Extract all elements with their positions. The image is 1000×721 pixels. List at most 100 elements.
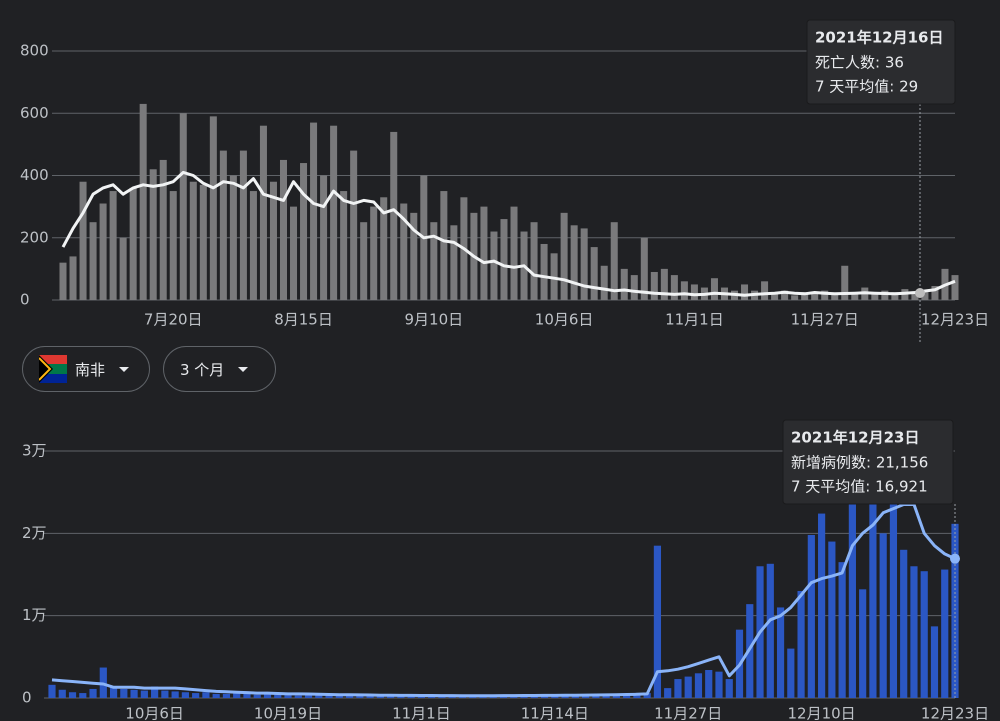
bar	[89, 688, 97, 698]
bar	[859, 589, 867, 698]
bar	[438, 696, 446, 698]
bar	[881, 290, 889, 300]
tooltip-line: 7 天平均值: 29	[815, 78, 918, 96]
x-tick-label: 12月23日	[921, 311, 989, 329]
bar	[179, 113, 187, 300]
bar	[253, 694, 261, 698]
hover-point	[915, 288, 925, 298]
bar	[360, 222, 368, 300]
bar	[274, 694, 282, 698]
bar	[390, 131, 398, 300]
tooltip-line: 7 天平均值: 16,921	[791, 478, 928, 496]
bar	[838, 562, 846, 698]
x-tick-label: 11月27日	[654, 705, 722, 721]
bar	[670, 275, 678, 300]
x-tick-label: 7月20日	[144, 311, 203, 329]
bar	[410, 212, 418, 300]
bar	[450, 225, 458, 300]
range-dropdown[interactable]: 3 个月	[163, 346, 276, 392]
bar	[811, 293, 819, 300]
bar	[930, 626, 939, 698]
bar	[120, 688, 128, 698]
bar	[387, 696, 395, 698]
bar	[848, 500, 856, 698]
bar	[259, 125, 267, 300]
x-tick-label: 11月27日	[791, 311, 859, 329]
y-tick-label: 400	[20, 166, 49, 184]
bar	[831, 293, 839, 300]
bar	[222, 693, 231, 698]
bar	[171, 691, 179, 698]
bar	[79, 181, 87, 300]
bar	[841, 265, 849, 300]
bar	[530, 222, 538, 300]
bar	[580, 228, 588, 300]
bar	[570, 225, 578, 300]
y-tick-label: 3万	[22, 442, 47, 460]
bar	[181, 692, 189, 698]
bar	[620, 268, 628, 300]
bar	[428, 696, 436, 698]
y-tick-label: 600	[20, 104, 49, 122]
bar	[192, 693, 200, 698]
bar	[233, 693, 241, 698]
bar	[345, 695, 354, 698]
x-tick-label: 12月23日	[921, 705, 989, 721]
bar	[480, 206, 488, 300]
bar	[89, 222, 97, 300]
bar	[550, 253, 558, 300]
bar	[951, 275, 959, 300]
bar	[48, 684, 56, 698]
bar	[440, 191, 448, 300]
x-tick-label: 11月14日	[521, 705, 589, 721]
bar	[791, 295, 799, 300]
bar	[871, 293, 879, 300]
bar	[356, 695, 364, 698]
bar	[79, 693, 87, 698]
bar	[766, 563, 774, 698]
bar	[169, 191, 177, 300]
bar	[510, 206, 518, 300]
bar	[680, 281, 688, 300]
bar	[279, 159, 288, 300]
range-label: 3 个月	[180, 360, 225, 379]
bar	[269, 181, 277, 300]
tooltip-title: 2021年12月16日	[815, 29, 944, 47]
bar	[920, 571, 928, 698]
x-tick-label: 12月10日	[788, 705, 856, 721]
bar	[315, 695, 323, 698]
bar	[350, 150, 358, 300]
bar	[797, 590, 805, 698]
x-tick-label: 10月6日	[125, 705, 184, 721]
bar	[818, 513, 826, 698]
bar	[910, 566, 918, 698]
bar	[891, 292, 899, 300]
bar	[284, 695, 292, 698]
x-tick-label: 10月6日	[535, 311, 594, 329]
bar	[710, 278, 718, 300]
bar	[325, 695, 333, 698]
bar	[821, 290, 829, 300]
bar	[59, 262, 67, 300]
bar	[229, 175, 237, 300]
bar	[674, 679, 682, 698]
average-line	[51, 503, 956, 698]
bar	[249, 191, 257, 300]
bar	[199, 184, 207, 300]
bar	[490, 231, 498, 300]
x-tick-label: 10月19日	[254, 705, 322, 721]
bar	[643, 693, 651, 698]
bar	[263, 694, 272, 698]
bar	[879, 533, 887, 698]
country-dropdown[interactable]: 南非	[22, 346, 150, 392]
bar	[340, 191, 348, 300]
bar	[610, 222, 618, 300]
bar	[807, 534, 815, 698]
bar	[99, 203, 107, 300]
bar	[690, 284, 698, 300]
bar	[212, 693, 220, 698]
bar	[571, 695, 579, 698]
y-tick-label: 1万	[22, 606, 47, 624]
bar	[310, 122, 318, 301]
